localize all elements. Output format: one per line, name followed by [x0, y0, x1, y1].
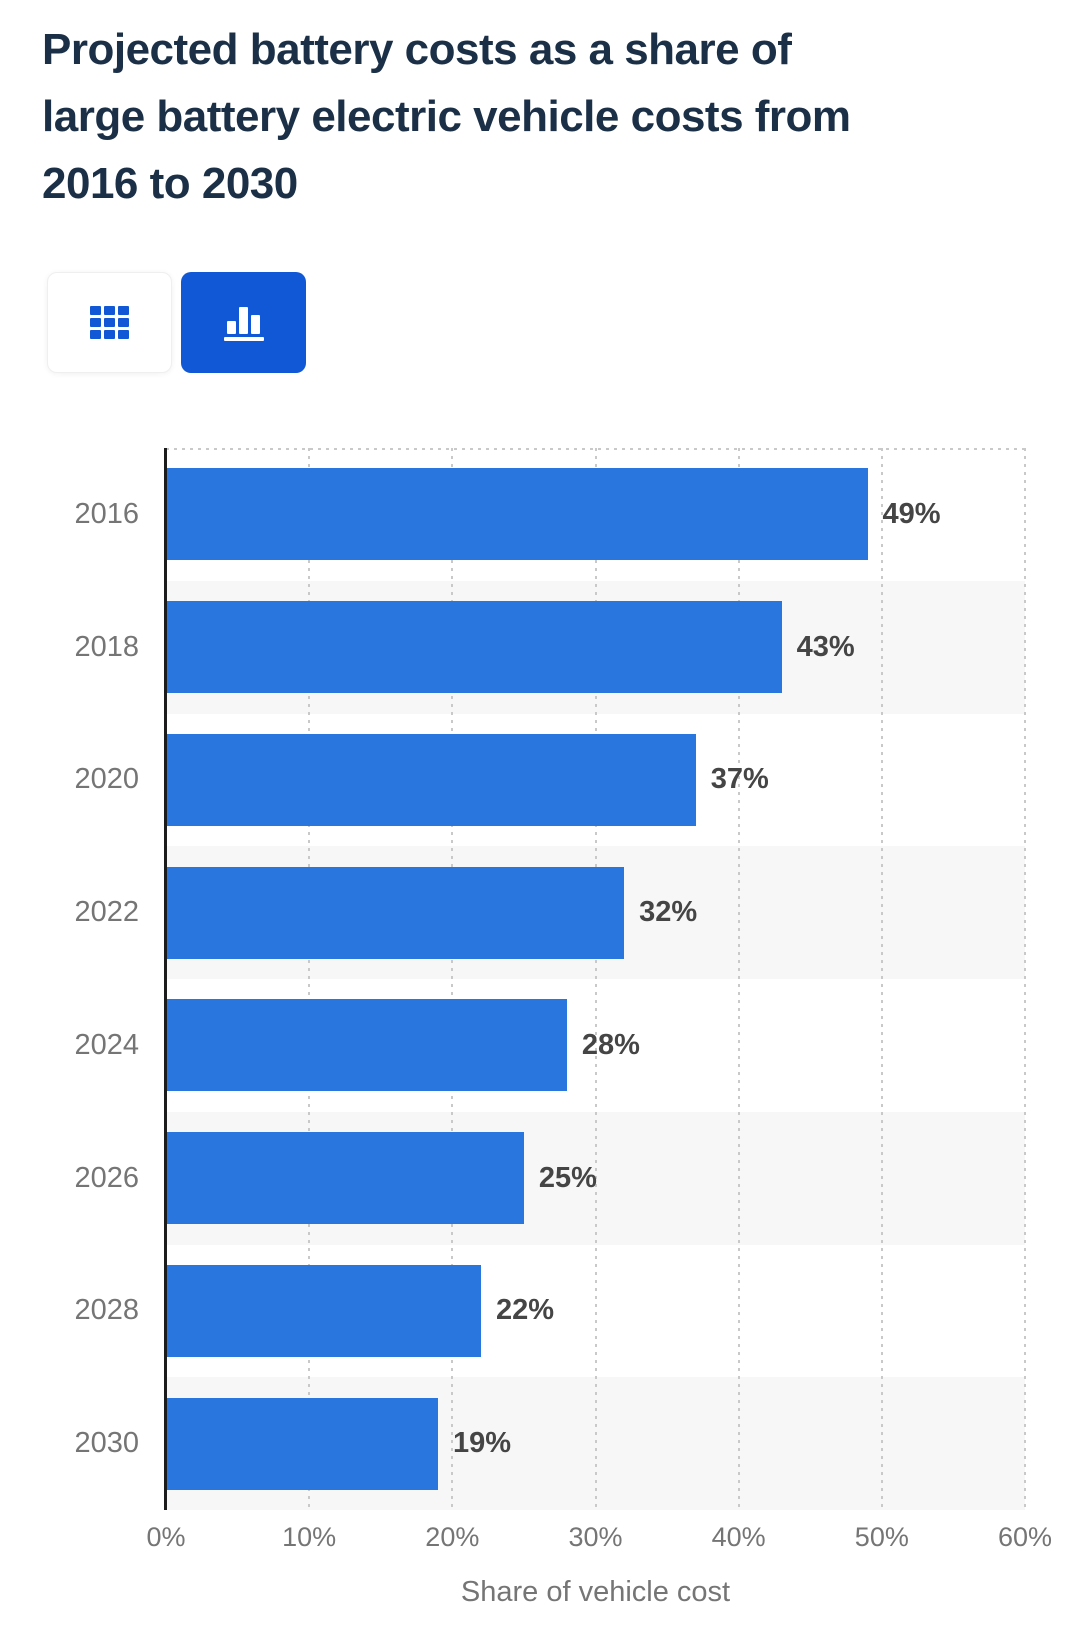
bar-chart: 2016 49% 2018 43% 2020 37% 2022 32% 2024 28% 2026 2… [0, 448, 1052, 1609]
chart-title: Projected battery costs as a share of la… [42, 16, 1052, 217]
bar-track: 43% [166, 580, 1025, 714]
x-tick-label: 20% [425, 1522, 480, 1552]
bar-track: 25% [166, 1111, 1025, 1245]
value-label: 28% [581, 1028, 640, 1061]
chart-row-2020: 2020 37% [0, 714, 1025, 847]
chart-row-2028: 2028 22% [0, 1245, 1025, 1378]
value-label: 37% [710, 763, 769, 796]
value-label: 22% [495, 1294, 554, 1327]
y-tick-label: 2024 [74, 1028, 139, 1061]
bar-track: 49% [166, 448, 1025, 581]
chart-row-2026: 2026 25% [0, 1111, 1025, 1245]
x-tick-label: 40% [711, 1522, 766, 1552]
chart-title-line: large battery electric vehicle costs fro… [42, 92, 851, 141]
x-tick-label: 50% [854, 1522, 909, 1552]
y-tick-label: 2018 [74, 630, 139, 663]
bar-track: 32% [166, 846, 1025, 979]
plot-area: 2016 49% 2018 43% 2020 37% 2022 32% 2024 28% 2026 2… [0, 448, 1026, 1510]
y-tick-label: 2016 [74, 497, 139, 530]
bar-chart-icon [223, 305, 264, 341]
y-tick-label: 2028 [74, 1294, 139, 1327]
chart-view-button[interactable] [181, 272, 306, 373]
y-tick-label: 2026 [74, 1161, 139, 1194]
x-tick-label: 10% [282, 1522, 337, 1552]
value-label: 25% [538, 1161, 597, 1194]
bar-2024[interactable] [166, 999, 567, 1092]
chart-title-line: 2016 to 2030 [42, 159, 298, 208]
y-tick-label: 2022 [74, 896, 139, 929]
view-toggle [47, 272, 306, 373]
bar-track: 19% [166, 1377, 1025, 1510]
x-tick-label: 60% [997, 1522, 1053, 1552]
value-label: 32% [639, 896, 698, 929]
bar-2028[interactable] [166, 1264, 481, 1357]
value-label: 43% [796, 630, 855, 663]
bar-2026[interactable] [166, 1132, 524, 1225]
y-tick-label: 2030 [74, 1427, 139, 1460]
x-axis-ticks: 0% 10% 20% 30% 40% 50% 60% [146, 1522, 1052, 1556]
chart-row-2024: 2024 28% [0, 979, 1025, 1112]
value-label: 19% [453, 1427, 512, 1460]
chart-row-2018: 2018 43% [0, 580, 1025, 714]
table-grid-icon [90, 306, 129, 339]
y-tick-label: 2020 [74, 763, 139, 796]
chart-row-2022: 2022 32% [0, 846, 1025, 979]
x-tick-label: 30% [568, 1522, 623, 1552]
value-label: 49% [882, 497, 941, 530]
bar-track: 22% [166, 1245, 1025, 1378]
bar-2016[interactable] [166, 468, 868, 561]
chart-row-2030: 2030 19% [0, 1377, 1025, 1510]
chart-row-2016: 2016 49% [0, 448, 1025, 581]
bar-track: 28% [166, 979, 1025, 1112]
bar-2022[interactable] [166, 866, 625, 959]
y-axis-line [164, 448, 167, 1510]
x-axis-title: Share of vehicle cost [460, 1576, 731, 1608]
table-view-button[interactable] [47, 272, 172, 373]
bar-track: 37% [166, 714, 1025, 847]
bar-2018[interactable] [166, 601, 782, 694]
x-tick-label: 0% [146, 1522, 186, 1552]
chart-title-line: Projected battery costs as a share of [42, 25, 792, 74]
bar-2030[interactable] [166, 1397, 439, 1490]
bar-2020[interactable] [166, 733, 696, 826]
